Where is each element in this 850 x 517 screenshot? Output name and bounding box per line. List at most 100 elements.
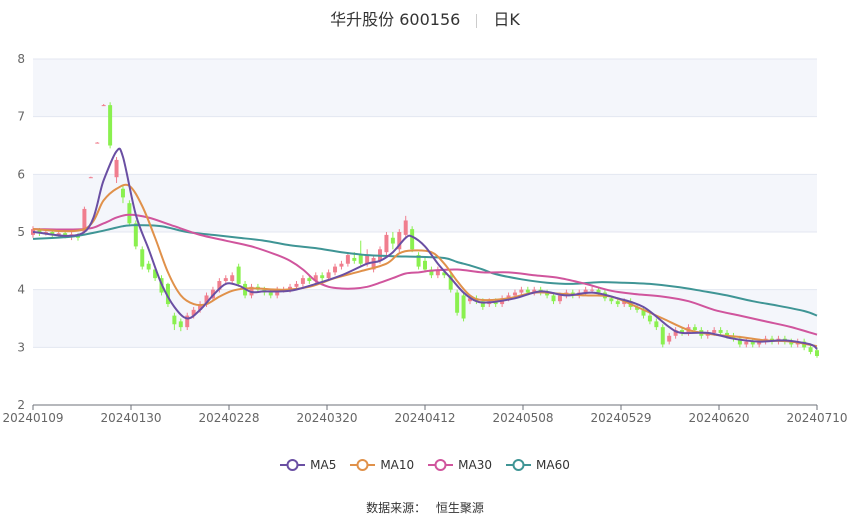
candle-body (268, 292, 273, 296)
legend-marker-icon (428, 459, 454, 471)
candle-body (808, 347, 813, 352)
candle-body (712, 330, 717, 333)
candle-body (397, 232, 402, 250)
candle-body (423, 260, 427, 270)
candle-body (660, 327, 665, 345)
stock-name: 华升股份 600156 (330, 10, 461, 29)
candle-body (133, 223, 138, 247)
candle-body (467, 298, 472, 302)
candle-body (82, 208, 87, 232)
y-tick-label: 4 (17, 283, 25, 297)
candle-body (217, 281, 222, 290)
ma5-line (32, 147, 818, 350)
source-value: 恒生聚源 (435, 501, 484, 515)
candle-body (480, 301, 485, 307)
candle-body (641, 309, 646, 316)
candle-body (789, 341, 794, 345)
candle-body (371, 257, 376, 270)
x-tick-label: 20240412 (394, 411, 455, 425)
candle-body (288, 286, 293, 290)
candle-body (635, 306, 640, 310)
x-tick-label: 20240130 (100, 411, 161, 425)
y-tick-label: 6 (17, 167, 25, 181)
candle-body (114, 159, 119, 178)
source-label: 数据来源： (366, 501, 427, 515)
legend-item-ma5[interactable]: MA5 (280, 458, 336, 472)
candle-body (146, 263, 151, 270)
candle-body (461, 295, 466, 319)
candle-body (512, 292, 517, 296)
candle-body (435, 269, 440, 276)
ma60-line (32, 224, 818, 317)
candle-body (204, 295, 209, 305)
candle-body (429, 269, 434, 276)
candle-body (551, 295, 556, 302)
candle-body (442, 272, 447, 276)
candle-body (365, 255, 370, 264)
candle-body (320, 275, 325, 279)
candle-body (294, 283, 299, 287)
candle-body (506, 295, 511, 299)
candle-body (692, 327, 697, 331)
candle-body (345, 255, 350, 264)
candle-body (185, 315, 190, 328)
legend-item-ma60[interactable]: MA60 (506, 458, 570, 472)
candle-body (403, 220, 408, 235)
plot-band (33, 289, 817, 348)
legend-label: MA10 (380, 458, 415, 472)
candle-body (307, 278, 312, 282)
y-tick-label: 3 (17, 340, 25, 354)
legend-marker-icon (280, 459, 306, 471)
candle-body (590, 289, 595, 291)
candle-body (300, 278, 305, 284)
candle-body (757, 341, 762, 345)
candle-body (583, 289, 588, 293)
candle-body (50, 232, 55, 235)
candle-body (416, 255, 421, 267)
candlestick-chart: 2 3 4 5 6 7 8 20240109 20240130 20240228 20240320 2… (2, 52, 847, 425)
candle-body (448, 275, 453, 290)
x-tick-label: 20240320 (296, 411, 357, 425)
candle-body (140, 249, 145, 267)
candle-body (557, 295, 562, 302)
candle-body (313, 275, 318, 282)
ma30-line (32, 213, 818, 336)
plot-band (33, 59, 817, 117)
candle-body (236, 266, 241, 284)
candle-body (275, 289, 280, 296)
candle-body (198, 304, 203, 310)
candle-body (153, 269, 158, 279)
candle-body (95, 142, 100, 144)
candle-body (223, 278, 228, 282)
candle-body (750, 341, 755, 345)
title-separator (476, 13, 478, 28)
candle-body (455, 292, 460, 313)
legend-label: MA30 (458, 458, 493, 472)
legend-marker-icon (506, 459, 532, 471)
legend-item-ma30[interactable]: MA30 (428, 458, 492, 472)
y-tick-label: 7 (17, 110, 25, 124)
candle-body (165, 283, 170, 305)
x-tick-label: 20240710 (786, 411, 847, 425)
chart-title: 华升股份 600156 日K (0, 6, 850, 30)
candle-body (519, 289, 524, 293)
candle-body (390, 237, 395, 244)
candle-body (172, 315, 177, 325)
candle-body (326, 272, 331, 279)
y-tick-label: 2 (17, 398, 25, 412)
candle-body (384, 234, 389, 253)
candle-body (545, 292, 550, 296)
legend-item-ma10[interactable]: MA10 (350, 458, 414, 472)
y-tick-label: 8 (17, 52, 25, 66)
y-tick-label: 5 (17, 225, 25, 239)
candle-body (352, 257, 357, 261)
candle-body (609, 298, 614, 302)
x-tick-label: 20240620 (688, 411, 749, 425)
candle-body (358, 255, 363, 264)
candle-body (88, 177, 93, 179)
candle-body (673, 330, 678, 336)
candle-body (108, 105, 113, 146)
candle-body (596, 289, 601, 293)
candle-body (120, 188, 125, 198)
candle-body (737, 338, 742, 345)
